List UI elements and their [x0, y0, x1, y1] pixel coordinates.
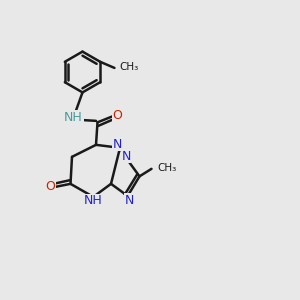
Text: N: N — [121, 150, 131, 163]
Text: O: O — [46, 180, 55, 193]
Text: NH: NH — [84, 194, 102, 207]
Text: O: O — [113, 109, 122, 122]
Text: CH₃: CH₃ — [119, 62, 138, 72]
Text: N: N — [124, 194, 134, 207]
Text: N: N — [113, 138, 122, 151]
Text: CH₃: CH₃ — [157, 163, 176, 173]
Text: NH: NH — [64, 111, 83, 124]
